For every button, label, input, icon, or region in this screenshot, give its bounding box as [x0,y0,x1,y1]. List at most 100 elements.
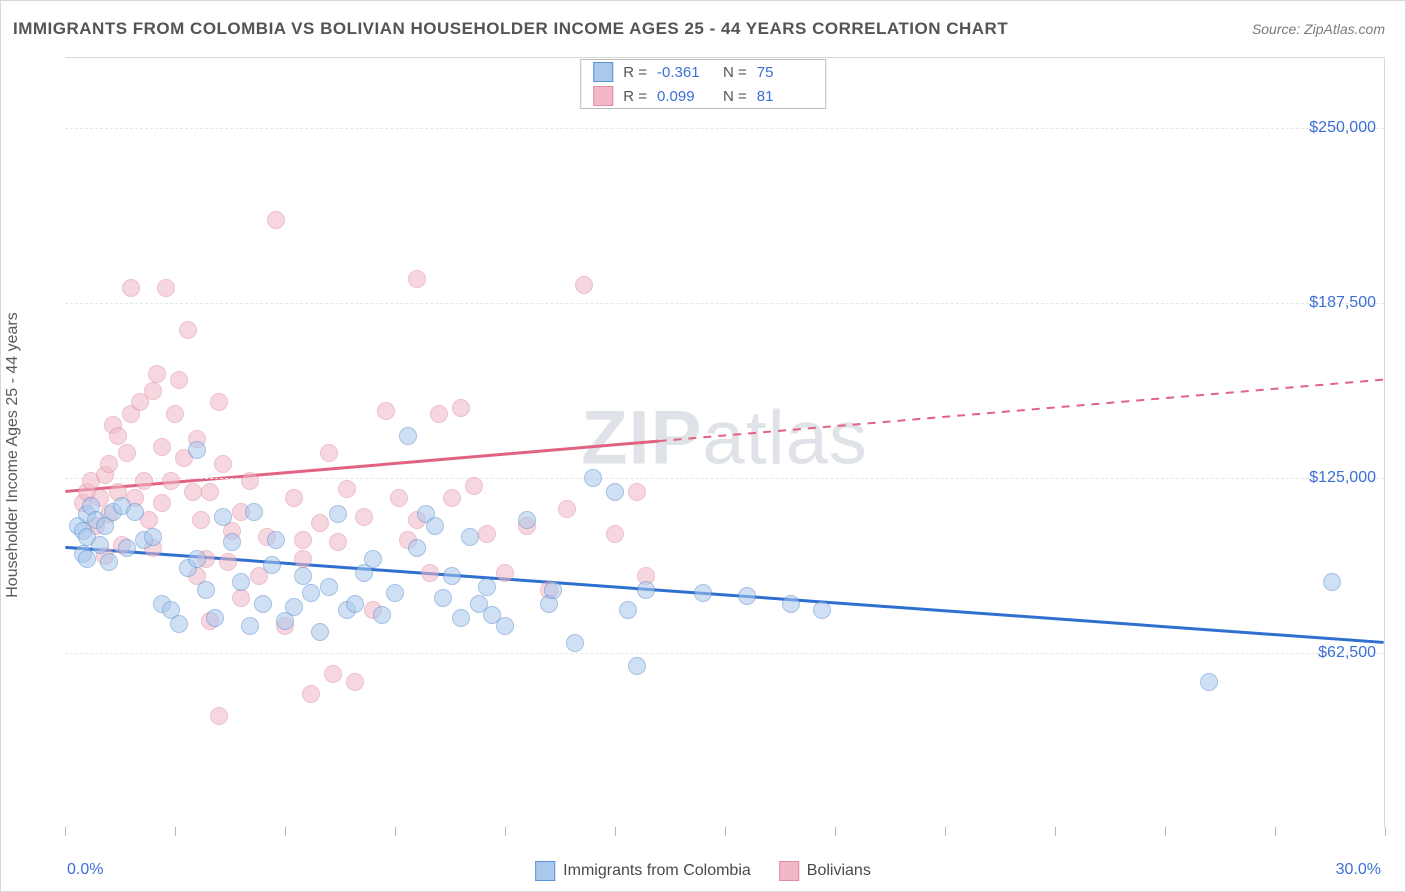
stats-row-series2: R = 0.099 N = 81 [581,84,825,108]
x-tick [1275,827,1276,836]
data-point [184,483,202,501]
data-point [346,595,364,613]
data-point [153,438,171,456]
x-tick [175,827,176,836]
r-value-series1: -0.361 [657,64,713,81]
data-point [628,483,646,501]
data-point [267,531,285,549]
data-point [285,598,303,616]
data-point [302,584,320,602]
data-point [1323,573,1341,591]
chart-title: IMMIGRANTS FROM COLOMBIA VS BOLIVIAN HOU… [13,19,1008,39]
data-point [496,564,514,582]
data-point [606,483,624,501]
watermark-zip: ZIP [581,395,702,480]
data-point [329,533,347,551]
stats-legend: R = -0.361 N = 75 R = 0.099 N = 81 [580,59,826,109]
bottom-legend: Immigrants from Colombia Bolivians [535,861,871,881]
x-tick [725,827,726,836]
data-point [386,584,404,602]
data-point [408,539,426,557]
data-point [461,528,479,546]
data-point [153,494,171,512]
data-point [170,371,188,389]
data-point [170,615,188,633]
n-value-series1: 75 [757,64,813,81]
swatch-series2 [593,86,613,106]
data-point [329,505,347,523]
data-point [355,508,373,526]
data-point [201,483,219,501]
y-tick-label: $62,500 [1318,644,1376,662]
y-gridline [65,128,1384,129]
data-point [606,525,624,543]
watermark-atlas: atlas [702,395,868,480]
data-point [738,587,756,605]
data-point [214,455,232,473]
data-point [320,444,338,462]
x-tick [1055,827,1056,836]
data-point [188,550,206,568]
source-attribution: Source: ZipAtlas.com [1252,21,1385,37]
x-tick [615,827,616,836]
r-value-series2: 0.099 [657,88,713,105]
legend-label-series1: Immigrants from Colombia [563,862,751,880]
data-point [294,531,312,549]
data-point [285,489,303,507]
data-point [219,553,237,571]
x-tick [285,827,286,836]
data-point [263,556,281,574]
data-point [408,270,426,288]
data-point [421,564,439,582]
legend-item-series2: Bolivians [779,861,871,881]
data-point [496,617,514,635]
data-point [558,500,576,518]
y-tick-label: $125,000 [1309,469,1376,487]
data-point [91,536,109,554]
data-point [478,578,496,596]
data-point [118,444,136,462]
data-point [254,595,272,613]
data-point [162,472,180,490]
data-point [782,595,800,613]
data-point [443,489,461,507]
data-point [434,589,452,607]
data-point [206,609,224,627]
data-point [338,480,356,498]
data-point [813,601,831,619]
data-point [241,472,259,490]
n-label: N = [723,64,747,81]
data-point [148,365,166,383]
y-tick-label: $187,500 [1309,294,1376,312]
data-point [232,573,250,591]
data-point [122,279,140,297]
plot-area: ZIPatlas $62,500$125,000$187,500$250,000 [65,57,1385,827]
y-gridline [65,653,1384,654]
data-point [544,581,562,599]
data-point [1200,673,1218,691]
data-point [390,489,408,507]
data-point [628,657,646,675]
data-point [223,533,241,551]
data-point [78,550,96,568]
data-point [109,427,127,445]
data-point [364,550,382,568]
r-label: R = [623,88,647,105]
swatch-series1 [535,861,555,881]
data-point [245,503,263,521]
y-axis-title: Householder Income Ages 25 - 44 years [4,312,22,598]
data-point [192,511,210,529]
data-point [302,685,320,703]
data-point [135,472,153,490]
data-point [144,382,162,400]
y-gridline [65,478,1384,479]
stats-row-series1: R = -0.361 N = 75 [581,60,825,84]
data-point [584,469,602,487]
x-tick [835,827,836,836]
data-point [478,525,496,543]
data-point [575,276,593,294]
data-point [452,609,470,627]
x-tick [1165,827,1166,836]
trend-lines-svg [65,58,1384,827]
swatch-series1 [593,62,613,82]
